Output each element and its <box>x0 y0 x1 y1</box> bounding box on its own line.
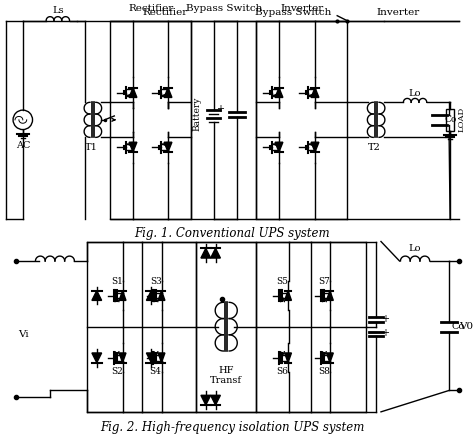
Polygon shape <box>92 353 101 363</box>
Text: Bypass Switch: Bypass Switch <box>255 8 332 17</box>
Polygon shape <box>311 88 319 97</box>
Polygon shape <box>210 248 220 258</box>
Text: Lo: Lo <box>409 89 421 99</box>
Polygon shape <box>119 291 126 301</box>
Polygon shape <box>129 88 137 97</box>
Text: +: + <box>217 104 225 114</box>
Text: S8: S8 <box>318 367 330 377</box>
Text: S7: S7 <box>318 277 330 286</box>
Text: LOAD: LOAD <box>458 107 466 132</box>
Text: S4: S4 <box>150 367 162 377</box>
Bar <box>256 242 366 412</box>
Text: AC: AC <box>16 141 30 150</box>
Text: +: + <box>381 314 389 324</box>
Polygon shape <box>146 353 156 363</box>
Polygon shape <box>327 353 333 363</box>
Text: Co: Co <box>451 322 465 331</box>
Polygon shape <box>284 353 292 363</box>
Text: S2: S2 <box>111 367 123 377</box>
Polygon shape <box>311 142 319 152</box>
Bar <box>87 242 196 412</box>
Bar <box>446 109 454 131</box>
Polygon shape <box>275 88 283 97</box>
Polygon shape <box>119 353 126 363</box>
Text: Ls: Ls <box>52 6 64 15</box>
Text: Bypass Switch: Bypass Switch <box>186 4 262 13</box>
Text: Co: Co <box>444 115 456 124</box>
Bar <box>110 20 191 219</box>
Polygon shape <box>164 142 172 152</box>
Polygon shape <box>201 395 210 405</box>
Text: Inverter: Inverter <box>377 8 420 17</box>
Polygon shape <box>164 88 172 97</box>
Polygon shape <box>210 395 220 405</box>
Text: T2: T2 <box>368 143 381 152</box>
Text: +: + <box>381 329 389 338</box>
Polygon shape <box>201 248 210 258</box>
Text: Inverter: Inverter <box>280 4 323 13</box>
Polygon shape <box>146 291 156 301</box>
Text: S3: S3 <box>150 277 162 286</box>
Text: S6: S6 <box>276 367 288 377</box>
Text: HF
Transf: HF Transf <box>210 365 242 385</box>
Polygon shape <box>92 291 101 301</box>
Polygon shape <box>275 142 283 152</box>
Text: Rectifier: Rectifier <box>142 8 188 17</box>
Bar <box>256 20 347 219</box>
Polygon shape <box>158 353 165 363</box>
Text: Fig. 2. High-frequency isolation UPS system: Fig. 2. High-frequency isolation UPS sys… <box>100 421 364 434</box>
Text: Lo: Lo <box>409 244 421 253</box>
Bar <box>191 20 256 219</box>
Text: Battery: Battery <box>193 97 202 131</box>
Text: T1: T1 <box>84 143 97 152</box>
Text: V0: V0 <box>459 322 473 331</box>
Polygon shape <box>284 291 292 301</box>
Text: S5: S5 <box>276 277 288 286</box>
Polygon shape <box>129 142 137 152</box>
Text: S1: S1 <box>111 277 123 286</box>
Polygon shape <box>327 291 333 301</box>
Text: Rectifier: Rectifier <box>128 4 173 13</box>
Bar <box>196 242 256 412</box>
Text: Vi: Vi <box>18 330 28 339</box>
Text: Fig. 1. Conventional UPS system: Fig. 1. Conventional UPS system <box>134 227 330 240</box>
Polygon shape <box>158 291 165 301</box>
